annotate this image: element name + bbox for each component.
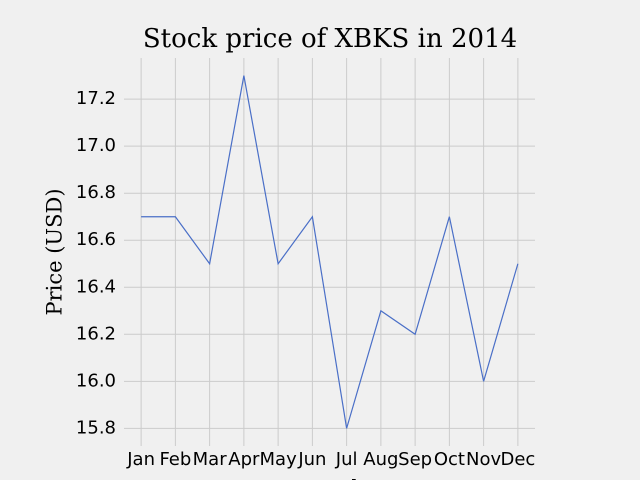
x-tick-label: Jun	[297, 449, 326, 470]
x-tick-label: Feb	[159, 449, 191, 470]
x-tick-label: Mar	[193, 449, 228, 470]
x-tick-label: Dec	[500, 449, 535, 470]
x-tick-label: Sep	[398, 449, 432, 470]
y-tick-label: 17.0	[76, 135, 116, 156]
x-axis-label: Month	[295, 477, 365, 480]
x-tick-label: Nov	[466, 449, 501, 470]
y-tick-label: 16.4	[76, 276, 116, 297]
chart-title: Stock price of XBKS in 2014	[143, 24, 517, 54]
y-tick-label: 17.2	[76, 88, 116, 109]
x-tick-label: May	[260, 449, 298, 470]
x-tick-label: Jul	[335, 449, 358, 470]
y-tick-label: 15.8	[76, 417, 116, 438]
y-tick-label: 16.0	[76, 370, 116, 391]
y-tick-label: 16.2	[76, 323, 116, 344]
price-line	[141, 75, 519, 429]
x-tick-label: Aug	[363, 449, 398, 470]
x-tick-label: Oct	[434, 449, 465, 470]
y-axis-label: Price (USD)	[43, 188, 67, 315]
y-tick-label: 16.8	[76, 182, 116, 203]
y-tick-label: 16.6	[76, 229, 116, 250]
x-tick-label: Jan	[126, 449, 155, 470]
x-tick-label: Apr	[228, 449, 260, 470]
